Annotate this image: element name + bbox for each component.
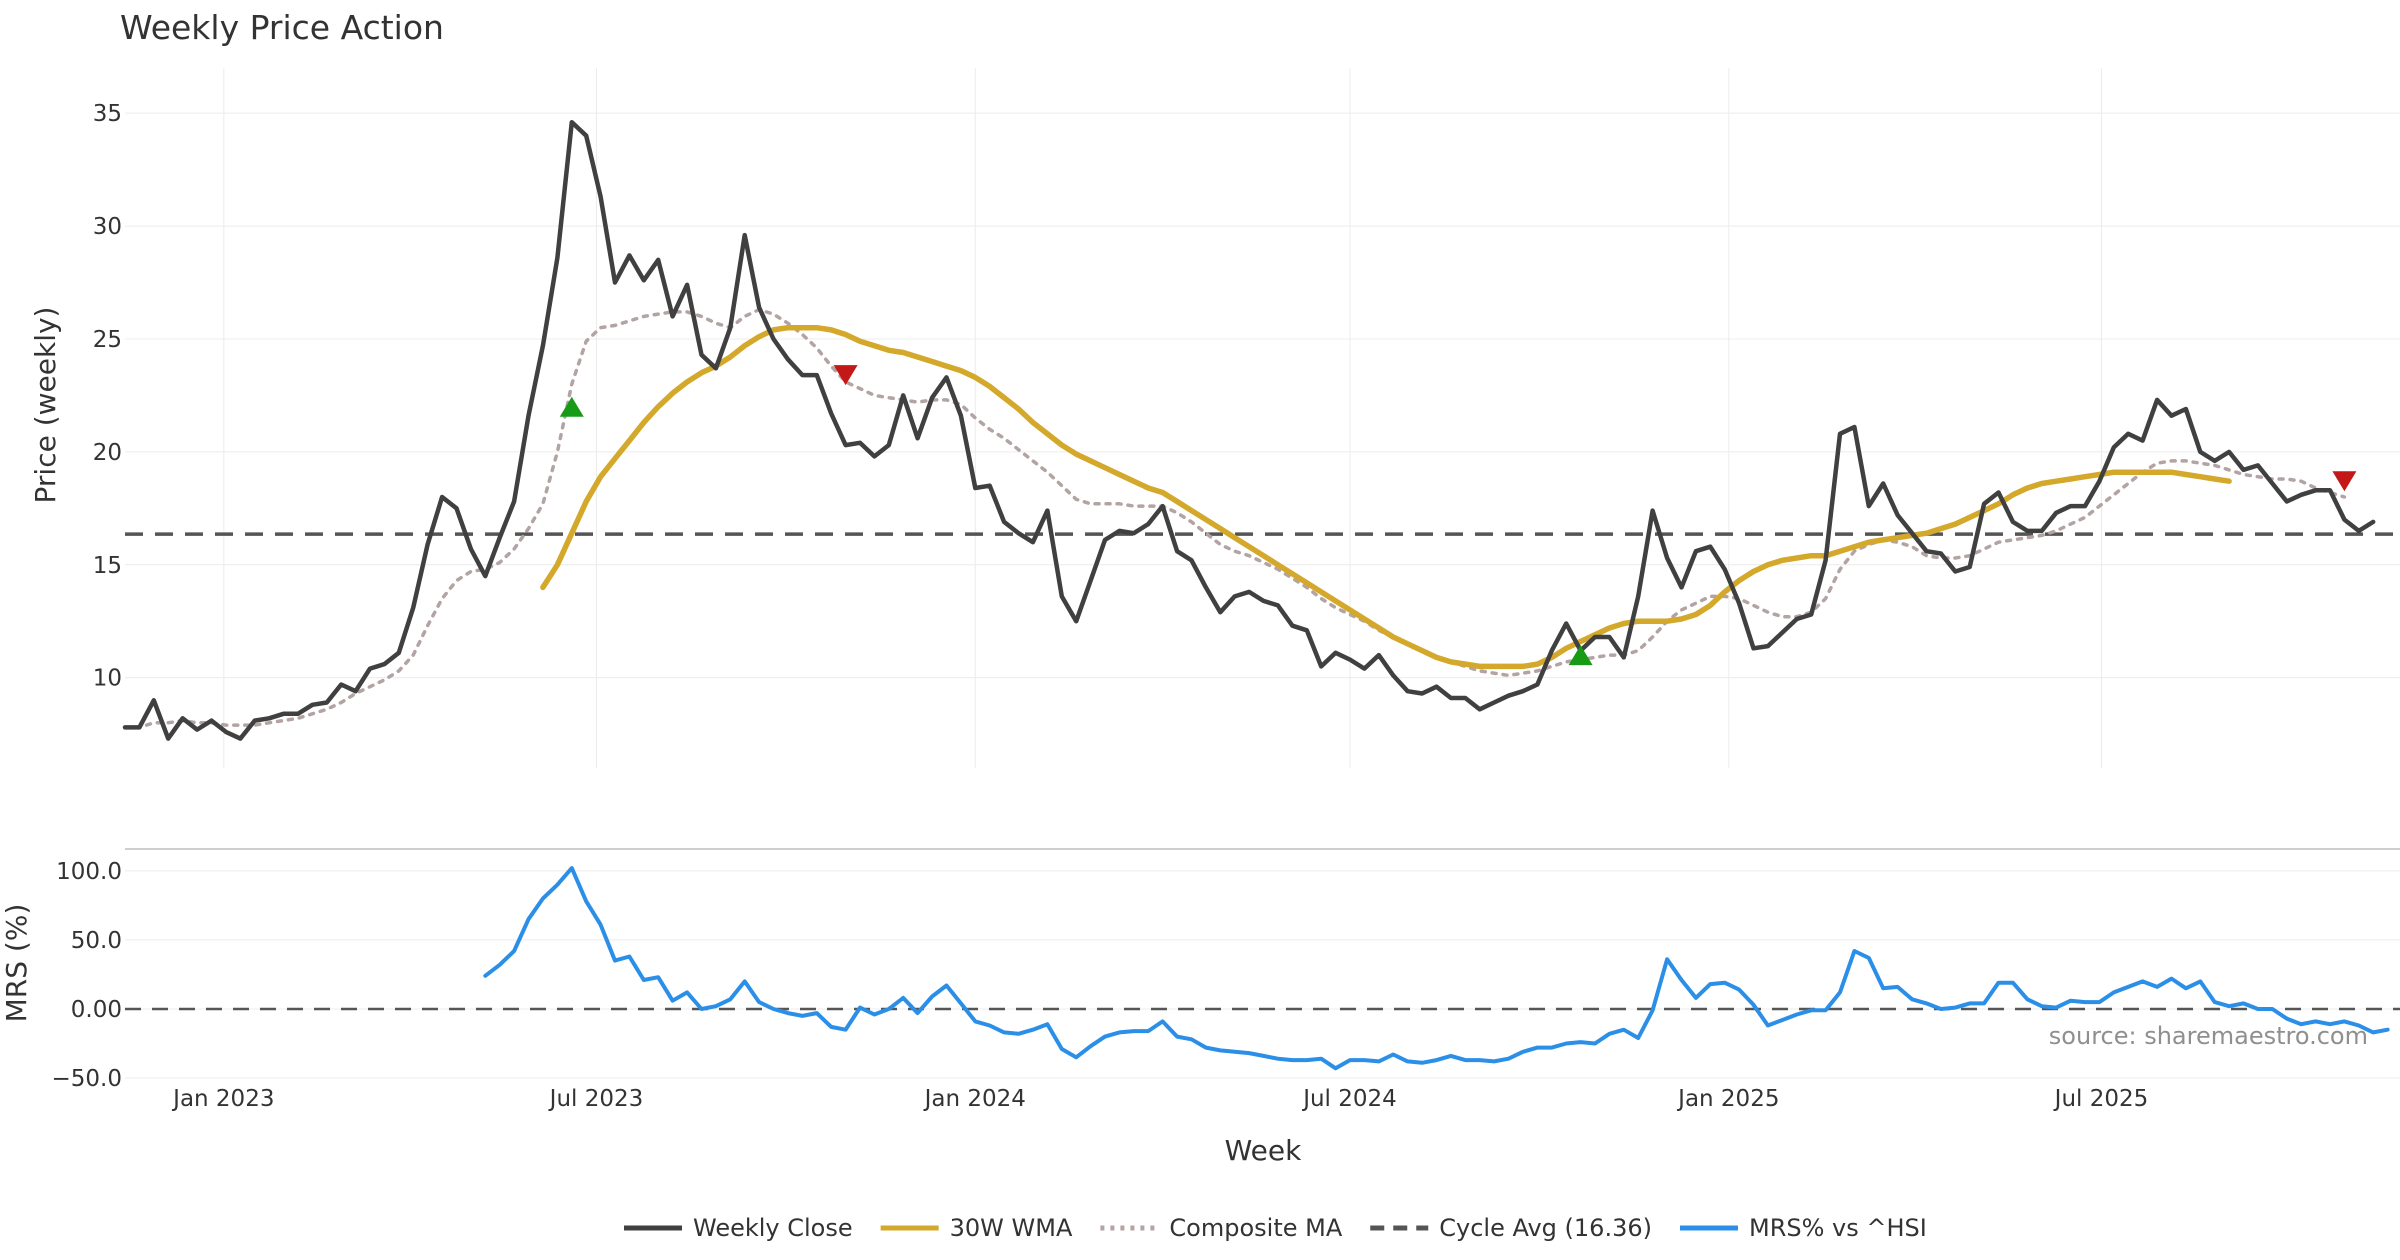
legend-item: 30W WMA xyxy=(881,1214,1073,1242)
price-y-tick-label: 20 xyxy=(93,440,122,466)
chart-root: Weekly Price Action 10 15 20 25 30 35 Price (… xyxy=(0,0,2400,1260)
series-30w-wma xyxy=(543,328,2229,667)
price-series xyxy=(125,122,2400,738)
sell-signal-marker xyxy=(2332,471,2356,491)
mrs-panel: 100.0 50.0 0.00 −50.0 MRS (%) source: share… xyxy=(0,849,2400,1167)
price-y-tick-label: 10 xyxy=(93,666,122,692)
price-y-axis-title: Price (weekly) xyxy=(29,307,62,504)
price-y-tick-label: 15 xyxy=(93,553,122,579)
mrs-y-axis: 100.0 50.0 0.00 −50.0 xyxy=(52,859,122,1092)
legend-label: MRS% vs ^HSI xyxy=(1749,1214,1927,1242)
legend: Weekly Close 30W WMA Composite MA Cycle Avg… xyxy=(624,1214,1927,1242)
legend-item: MRS% vs ^HSI xyxy=(1680,1214,1927,1242)
x-axis-tick-labels: Jan 2023 Jul 2023 Jan 2024 Jul 2024 Jan 2025… xyxy=(171,1086,2148,1112)
mrs-y-axis-title: MRS (%) xyxy=(0,904,33,1023)
series-weekly-close xyxy=(125,122,2373,738)
price-panel: Weekly Price Action 10 15 20 25 30 35 Price (… xyxy=(29,8,2400,768)
buy-signal-marker xyxy=(560,397,584,417)
price-y-tick-label: 30 xyxy=(93,214,122,240)
x-tick-label: Jul 2023 xyxy=(548,1086,644,1112)
x-tick-label: Jul 2025 xyxy=(2053,1086,2149,1112)
x-tick-label: Jul 2024 xyxy=(1301,1086,1397,1112)
price-y-tick-label: 25 xyxy=(93,327,122,353)
mrs-y-tick-label: 50.0 xyxy=(71,928,122,954)
mrs-y-tick-label: −50.0 xyxy=(52,1066,122,1092)
legend-label: 30W WMA xyxy=(950,1214,1073,1242)
source-annotation: source: sharemaestro.com xyxy=(2049,1022,2368,1050)
price-y-axis: 10 15 20 25 30 35 xyxy=(93,101,122,692)
mrs-y-tick-label: 100.0 xyxy=(56,859,122,885)
chart-title: Weekly Price Action xyxy=(120,8,444,47)
mrs-y-tick-label: 0.00 xyxy=(71,997,122,1023)
price-gridlines xyxy=(125,68,2400,768)
sell-signal-marker xyxy=(834,365,858,385)
legend-label: Composite MA xyxy=(1169,1214,1342,1242)
legend-label: Cycle Avg (16.36) xyxy=(1439,1214,1652,1242)
legend-item: Weekly Close xyxy=(624,1214,853,1242)
x-tick-label: Jan 2025 xyxy=(1676,1086,1779,1112)
x-axis-title: Week xyxy=(1225,1134,1302,1167)
x-tick-label: Jan 2023 xyxy=(171,1086,274,1112)
x-tick-label: Jan 2024 xyxy=(923,1086,1026,1112)
legend-item: Composite MA xyxy=(1100,1214,1342,1242)
legend-item: Cycle Avg (16.36) xyxy=(1370,1214,1652,1242)
price-y-tick-label: 35 xyxy=(93,101,122,127)
legend-label: Weekly Close xyxy=(693,1214,853,1242)
